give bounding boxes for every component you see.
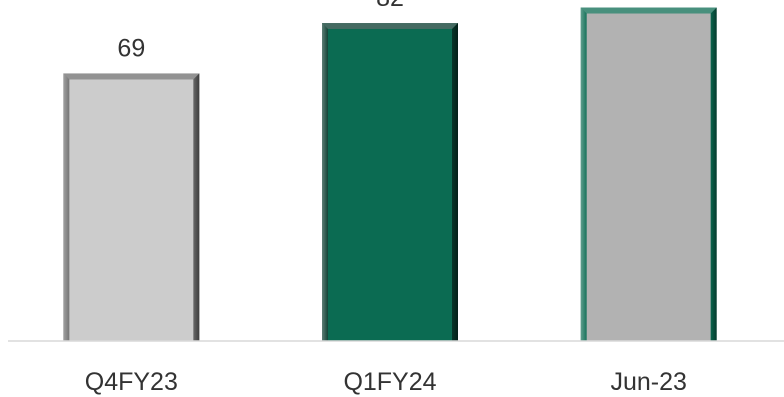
x-tick-label-q1fy24: Q1FY24 bbox=[343, 368, 436, 396]
bar-face bbox=[69, 79, 194, 341]
bar-face bbox=[328, 29, 452, 342]
bar-jun-23 bbox=[580, 7, 717, 342]
bar-bevel-left bbox=[322, 23, 328, 342]
bar-bevel-top bbox=[322, 23, 458, 30]
x-tick-label-jun-23: Jun-23 bbox=[610, 368, 686, 396]
bars-group bbox=[63, 7, 717, 342]
tick-labels-group: Q4FY23 Q1FY24 Jun-23 bbox=[85, 368, 687, 396]
bar-bevel-top bbox=[580, 7, 717, 14]
bar-bevel-right bbox=[710, 7, 717, 342]
bar-bevel-right bbox=[452, 23, 458, 342]
bar-bevel-right bbox=[193, 73, 200, 341]
bar-q4fy23 bbox=[63, 73, 200, 341]
bar-bevel-left bbox=[580, 7, 587, 342]
data-label-q1fy24: 82 bbox=[376, 0, 404, 12]
data-label-q4fy23: 69 bbox=[117, 34, 145, 62]
bar-face bbox=[586, 13, 711, 342]
x-tick-label-q4fy23: Q4FY23 bbox=[85, 368, 178, 396]
bar-bevel-top bbox=[63, 73, 200, 80]
bar-bevel-left bbox=[63, 73, 70, 341]
bar-q1fy24 bbox=[322, 23, 458, 342]
labels-group: 698286 bbox=[117, 0, 404, 62]
